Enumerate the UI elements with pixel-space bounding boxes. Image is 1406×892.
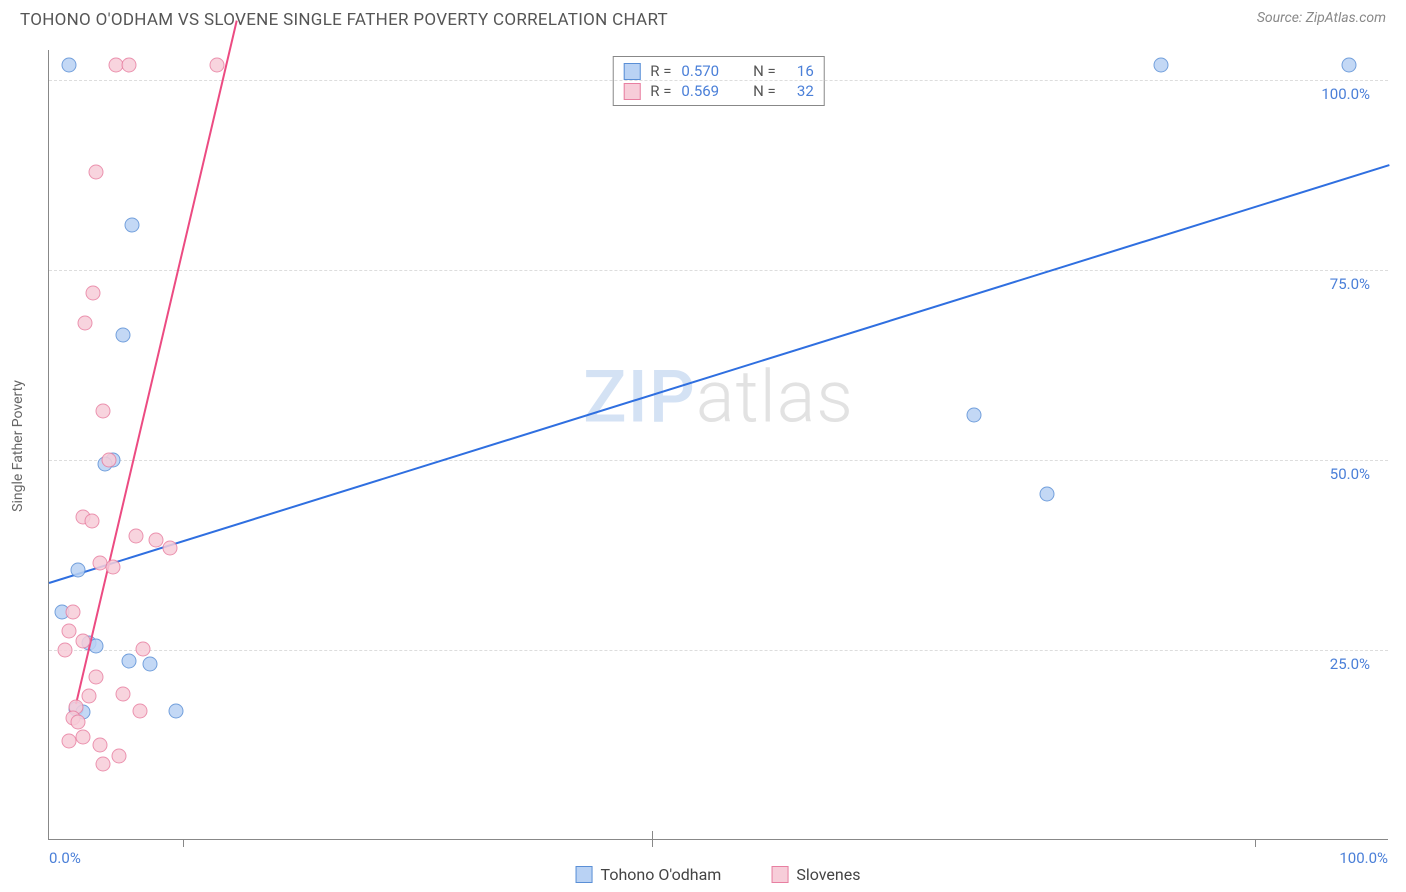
legend-swatch <box>623 83 640 100</box>
data-point <box>62 58 77 73</box>
data-point <box>135 641 150 656</box>
x-tick <box>183 839 184 847</box>
series-legend: Tohono O'odham Slovenes <box>576 865 861 884</box>
legend-swatch <box>771 866 788 883</box>
gridline-h <box>49 270 1388 271</box>
y-tick-label: 50.0% <box>1330 465 1370 483</box>
data-point <box>71 563 86 578</box>
data-point <box>75 730 90 745</box>
data-point <box>95 403 110 418</box>
x-tick-line <box>652 831 653 839</box>
data-point <box>1040 487 1055 502</box>
data-point <box>122 58 137 73</box>
source-name: ZipAtlas.com <box>1306 10 1386 26</box>
legend-swatch <box>623 63 640 80</box>
data-point <box>162 540 177 555</box>
y-tick-label: 75.0% <box>1330 275 1370 293</box>
data-point <box>1154 58 1169 73</box>
data-point <box>142 656 157 671</box>
data-point <box>966 407 981 422</box>
data-point <box>133 703 148 718</box>
trend-line <box>75 20 238 704</box>
data-point <box>92 738 107 753</box>
n-label: N = <box>753 62 776 80</box>
data-point <box>62 624 77 639</box>
stats-legend-row: R = 0.569 N = 32 <box>623 81 814 101</box>
data-point <box>209 58 224 73</box>
n-value: 16 <box>786 62 814 80</box>
data-point <box>122 654 137 669</box>
chart-container: ZIPatlas R = 0.570 N = 16 R = 0.569 N = 32 25.0… <box>48 50 1388 840</box>
data-point <box>82 688 97 703</box>
data-point <box>58 643 73 658</box>
r-label: R = <box>650 62 671 80</box>
chart-title: TOHONO O'ODHAM VS SLOVENE SINGLE FATHER … <box>20 10 668 30</box>
y-axis-title: Single Father Poverty <box>10 380 26 512</box>
data-point <box>115 687 130 702</box>
data-point <box>66 605 81 620</box>
gridline-h <box>49 460 1388 461</box>
data-point <box>84 513 99 528</box>
data-point <box>102 453 117 468</box>
x-tick-label: 100.0% <box>1339 849 1388 867</box>
data-point <box>125 217 140 232</box>
gridline-h <box>49 80 1388 81</box>
n-label: N = <box>753 82 776 100</box>
r-value: 0.570 <box>681 62 719 80</box>
y-tick-label: 100.0% <box>1321 85 1370 103</box>
legend-swatch <box>576 866 593 883</box>
r-value: 0.569 <box>681 82 719 100</box>
data-point <box>71 715 86 730</box>
y-tick-label: 25.0% <box>1330 655 1370 673</box>
data-point <box>86 286 101 301</box>
source-prefix: Source: <box>1257 10 1306 26</box>
data-point <box>88 164 103 179</box>
r-label: R = <box>650 82 671 100</box>
legend-label: Slovenes <box>796 865 860 884</box>
data-point <box>129 529 144 544</box>
data-point <box>169 703 184 718</box>
trend-line <box>49 164 1390 584</box>
legend-item: Tohono O'odham <box>576 865 722 884</box>
watermark: ZIPatlas <box>583 355 854 440</box>
x-tick <box>652 839 653 847</box>
x-tick <box>1255 839 1256 847</box>
stats-legend-row: R = 0.570 N = 16 <box>623 61 814 81</box>
legend-item: Slovenes <box>771 865 860 884</box>
n-value: 32 <box>786 82 814 100</box>
data-point <box>62 734 77 749</box>
source-attribution: Source: ZipAtlas.com <box>1257 10 1386 26</box>
data-point <box>115 327 130 342</box>
data-point <box>106 559 121 574</box>
plot-area: ZIPatlas R = 0.570 N = 16 R = 0.569 N = 32 25.0… <box>48 50 1388 840</box>
legend-label: Tohono O'odham <box>601 865 722 884</box>
data-point <box>1341 58 1356 73</box>
data-point <box>88 669 103 684</box>
chart-header: TOHONO O'ODHAM VS SLOVENE SINGLE FATHER … <box>0 0 1406 30</box>
watermark-atlas: atlas <box>696 355 854 440</box>
gridline-h <box>49 650 1388 651</box>
x-tick-label: 0.0% <box>49 849 81 867</box>
data-point <box>111 749 126 764</box>
data-point <box>75 633 90 648</box>
data-point <box>78 316 93 331</box>
data-point <box>95 757 110 772</box>
